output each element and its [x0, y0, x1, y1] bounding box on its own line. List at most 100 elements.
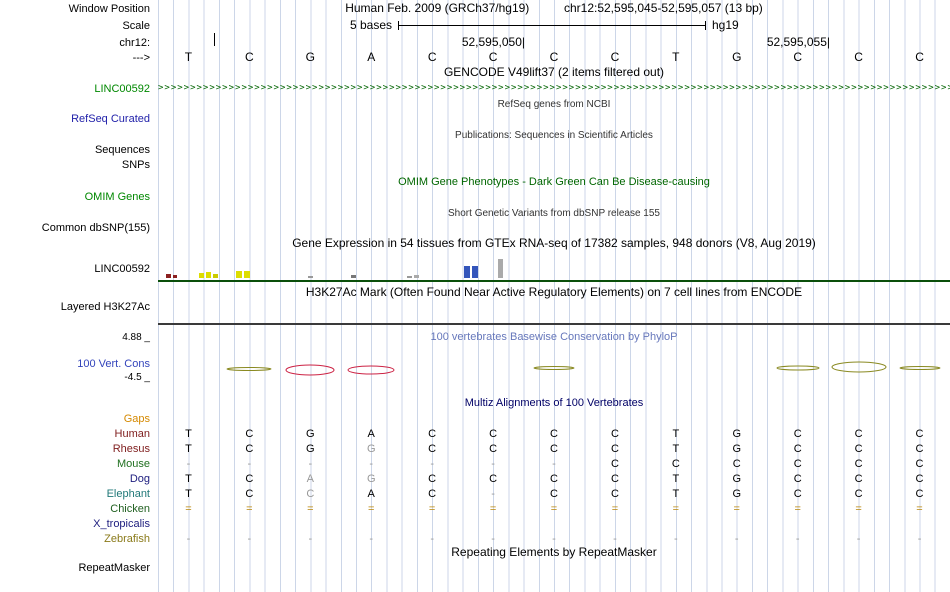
- align-base: -: [491, 533, 495, 545]
- refseq-track-title: RefSeq genes from NCBI: [497, 99, 611, 110]
- align-base: C: [428, 488, 437, 500]
- conservation-plot[interactable]: [158, 339, 950, 387]
- conservation-mark: [831, 361, 887, 373]
- align-base: C: [854, 458, 863, 470]
- align-base: C: [610, 428, 619, 440]
- gencode-track-title: GENCODE V49lift37 (2 items filtered out): [443, 65, 665, 79]
- gencode-gene-label[interactable]: LINC00592: [94, 83, 150, 95]
- repeatmasker-track-title: Repeating Elements by RepeatMasker: [451, 545, 657, 559]
- align-base: -: [917, 533, 922, 545]
- omim-track-title: OMIM Gene Phenotypes - Dark Green Can Be…: [398, 176, 710, 188]
- align-base: C: [550, 428, 558, 440]
- gtex-gene-label[interactable]: LINC00592: [94, 263, 150, 275]
- align-base: C: [550, 488, 558, 500]
- base-letter: T: [184, 50, 193, 64]
- align-base: -: [491, 458, 495, 470]
- align-base: G: [732, 473, 742, 485]
- transcript-arrows[interactable]: >>>>>>>>>>>>>>>>>>>>>>>>>>>>>>>>>>>>>>>>…: [158, 83, 950, 93]
- align-base: G: [732, 428, 742, 440]
- base-letter: C: [793, 50, 803, 64]
- multiz-track-title: Multiz Alignments of 100 Vertebrates: [464, 397, 644, 409]
- species-label-elephant[interactable]: Elephant: [106, 488, 150, 500]
- gtex-baseline: [158, 280, 950, 282]
- align-base: -: [186, 458, 191, 470]
- align-base: C: [854, 428, 863, 440]
- align-base: -: [856, 533, 861, 545]
- gtex-expression-bar[interactable]: [206, 272, 211, 278]
- snps-label[interactable]: SNPs: [121, 159, 150, 171]
- align-base: C: [245, 428, 254, 440]
- align-base: T: [672, 488, 680, 500]
- species-label-zebrafish[interactable]: Zebrafish: [104, 533, 150, 545]
- align-base: -: [552, 533, 556, 545]
- align-base: C: [793, 443, 802, 455]
- base-letter: C: [427, 50, 437, 64]
- gtex-expression-bar[interactable]: [498, 259, 503, 278]
- sequences-label[interactable]: Sequences: [94, 144, 150, 156]
- omim-genes-label[interactable]: OMIM Genes: [84, 191, 150, 203]
- align-base: -: [552, 458, 556, 470]
- conservation-mark: [226, 367, 272, 371]
- window-position-value: Human Feb. 2009 (GRCh37/hg19) chr12:52,5…: [158, 2, 950, 15]
- align-base: T: [672, 428, 680, 440]
- align-base: C: [854, 488, 863, 500]
- gtex-expression-bar[interactable]: [464, 266, 470, 278]
- gtex-expression-bar[interactable]: [173, 275, 177, 278]
- cons-label[interactable]: 100 Vert. Cons: [77, 358, 150, 370]
- align-base: C: [915, 458, 924, 470]
- align-base: -: [308, 458, 313, 470]
- gtex-expression-bar[interactable]: [166, 274, 171, 278]
- gtex-expression-bar[interactable]: [414, 275, 419, 278]
- species-label-human[interactable]: Human: [114, 428, 150, 440]
- refseq-curated-label[interactable]: RefSeq Curated: [71, 113, 150, 125]
- align-base: C: [550, 473, 558, 485]
- gtex-expression-bar[interactable]: [308, 276, 313, 278]
- align-base: =: [855, 503, 862, 515]
- species-label-chicken[interactable]: Chicken: [110, 503, 150, 515]
- align-base: C: [793, 428, 802, 440]
- gtex-expression-bar[interactable]: [236, 271, 242, 278]
- align-base: T: [185, 488, 192, 500]
- h3k27ac-baseline: [158, 323, 950, 325]
- strand-arrow-label[interactable]: --->: [132, 52, 150, 64]
- h3k27ac-label[interactable]: Layered H3K27Ac: [60, 301, 150, 313]
- align-base: -: [308, 533, 313, 545]
- publications-track-title: Publications: Sequences in Scientific Ar…: [455, 130, 653, 141]
- gtex-expression-bar[interactable]: [244, 271, 250, 278]
- repeatmasker-label[interactable]: RepeatMasker: [78, 562, 150, 574]
- align-base: =: [489, 503, 497, 515]
- ruler-label-1: 52,595,050|: [461, 35, 525, 49]
- alignment-row-zebrafish: -------------: [158, 532, 950, 547]
- gaps-label[interactable]: Gaps: [123, 413, 150, 425]
- gtex-expression-bar[interactable]: [407, 276, 412, 278]
- gtex-expression-bar[interactable]: [472, 266, 478, 278]
- align-base: T: [185, 473, 192, 485]
- align-base: -: [430, 533, 434, 545]
- gtex-expression-bar[interactable]: [213, 274, 218, 278]
- align-base: C: [428, 443, 437, 455]
- conservation-mark: [533, 366, 575, 370]
- species-label-mouse[interactable]: Mouse: [116, 458, 150, 470]
- align-base: C: [915, 473, 924, 485]
- species-label-x_tropicalis[interactable]: X_tropicalis: [93, 518, 150, 530]
- align-base: G: [732, 488, 742, 500]
- align-base: C: [428, 428, 437, 440]
- species-label-rhesus[interactable]: Rhesus: [112, 443, 150, 455]
- dbsnp-label[interactable]: Common dbSNP(155): [41, 222, 150, 234]
- gtex-track-title: Gene Expression in 54 tissues from GTEx …: [292, 236, 816, 250]
- species-label-dog[interactable]: Dog: [129, 473, 150, 485]
- base-letter: A: [367, 50, 376, 64]
- gtex-expression-bar[interactable]: [351, 275, 356, 278]
- align-base: C: [915, 428, 924, 440]
- conservation-mark: [899, 366, 941, 370]
- align-base: C: [793, 473, 802, 485]
- base-letter: C: [245, 50, 254, 64]
- align-base: =: [611, 503, 619, 515]
- gtex-expression-bar[interactable]: [199, 273, 204, 278]
- align-base: C: [671, 458, 680, 470]
- align-base: C: [793, 488, 802, 500]
